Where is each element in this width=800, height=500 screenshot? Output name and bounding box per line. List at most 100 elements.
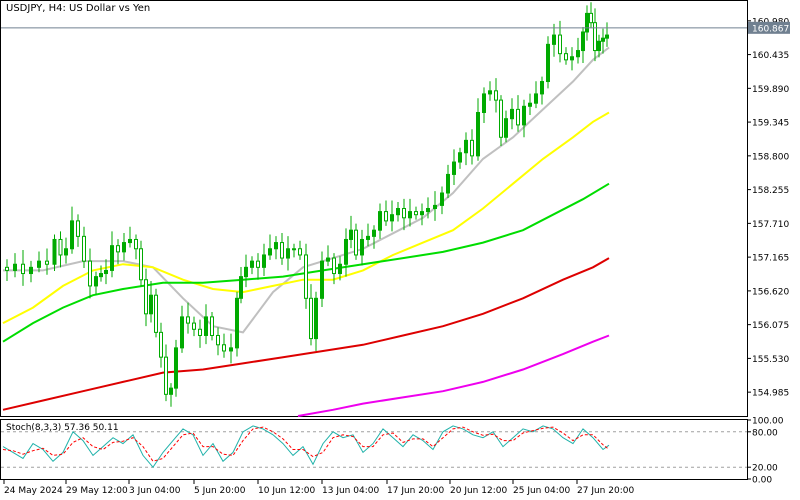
candle: [216, 327, 220, 356]
candle-body: [116, 245, 120, 253]
candle: [570, 47, 574, 71]
candle: [349, 215, 353, 249]
candle-body: [605, 34, 609, 39]
candle: [528, 93, 532, 115]
candle-body: [540, 81, 544, 95]
candle: [605, 22, 609, 47]
candle-body: [458, 152, 462, 163]
candle: [470, 129, 474, 165]
candle: [204, 304, 208, 345]
candle-body: [354, 229, 358, 256]
candle-body: [332, 257, 336, 275]
candle-body: [476, 111, 480, 157]
candle-body: [546, 43, 550, 83]
candle: [320, 251, 324, 307]
candle-body: [390, 214, 394, 222]
candle: [476, 98, 480, 161]
candle-body: [286, 248, 290, 259]
candle-body: [88, 260, 92, 287]
candle-body: [440, 192, 444, 206]
candle: [70, 206, 74, 254]
candle-body: [420, 211, 424, 216]
price-axis: 160.980160.435159.890159.345158.800158.2…: [747, 17, 790, 399]
candle-body: [82, 235, 86, 262]
stoch-tick-label: 100.00: [752, 417, 784, 427]
candle: [426, 197, 430, 219]
candle-body: [516, 108, 520, 126]
candle: [589, 2, 593, 28]
candle: [576, 37, 580, 64]
price-tick-label: 156.620: [752, 287, 789, 297]
candle-body: [76, 220, 80, 237]
candle: [210, 311, 214, 341]
stoch-level-lines: [1, 431, 747, 468]
candle: [164, 344, 168, 402]
candle: [366, 223, 370, 247]
candle: [274, 236, 278, 260]
stoch-main-line: [2, 425, 610, 469]
candle-body: [558, 34, 562, 55]
candle: [446, 164, 450, 198]
candle: [452, 149, 456, 185]
candle: [564, 47, 568, 65]
candle: [540, 76, 544, 105]
candle-body: [597, 40, 601, 52]
candle-body: [216, 334, 220, 346]
candle-body: [64, 248, 68, 256]
candle-body: [585, 12, 589, 33]
candle: [360, 229, 364, 266]
candle: [52, 234, 57, 272]
price-tick-labels: 160.980160.435159.890159.345158.800158.2…: [747, 17, 789, 399]
candle: [99, 265, 103, 282]
candle: [186, 302, 190, 334]
candle-body: [29, 266, 33, 275]
candle-body: [268, 248, 272, 256]
candle: [88, 248, 92, 299]
candle-body: [192, 322, 196, 330]
candle-body: [94, 276, 98, 287]
candle: [408, 198, 412, 227]
stoch-indicator-label: Stoch(8,3,3) 57.36 50.11: [6, 423, 119, 433]
candle-body: [344, 238, 348, 265]
candle-body: [482, 93, 486, 113]
candle: [250, 256, 254, 275]
candle: [354, 223, 358, 260]
candle-body: [426, 208, 430, 213]
price-tick-label: 157.165: [752, 254, 789, 264]
candle-body: [222, 344, 226, 352]
candle: [222, 333, 226, 358]
candle: [546, 36, 550, 89]
candle-body: [235, 297, 239, 349]
candle: [534, 81, 538, 109]
candle-body: [522, 105, 526, 126]
candle: [593, 8, 597, 62]
candle: [516, 95, 520, 132]
candle: [5, 259, 9, 281]
candle: [494, 78, 498, 113]
candle-body: [154, 294, 158, 333]
candle-body: [58, 238, 63, 256]
candle-body: [186, 316, 190, 324]
last-price-label: 160.867: [752, 24, 789, 34]
candle: [13, 253, 17, 278]
candle: [122, 232, 126, 261]
candle: [76, 214, 80, 247]
candle: [304, 243, 308, 309]
candle-body: [372, 229, 376, 237]
candle-body: [262, 254, 266, 268]
candle-body: [408, 211, 412, 219]
candle: [372, 225, 376, 249]
candle: [192, 316, 196, 337]
candle-body: [298, 248, 302, 256]
price-tick-label: 159.345: [752, 119, 789, 129]
candle-body: [534, 93, 538, 104]
candle-body: [589, 12, 593, 24]
candle-body: [304, 254, 308, 299]
candle: [440, 186, 444, 215]
candle: [128, 226, 132, 248]
candle-body: [198, 328, 202, 336]
time-tick-label: 24 May 2024: [4, 486, 63, 496]
